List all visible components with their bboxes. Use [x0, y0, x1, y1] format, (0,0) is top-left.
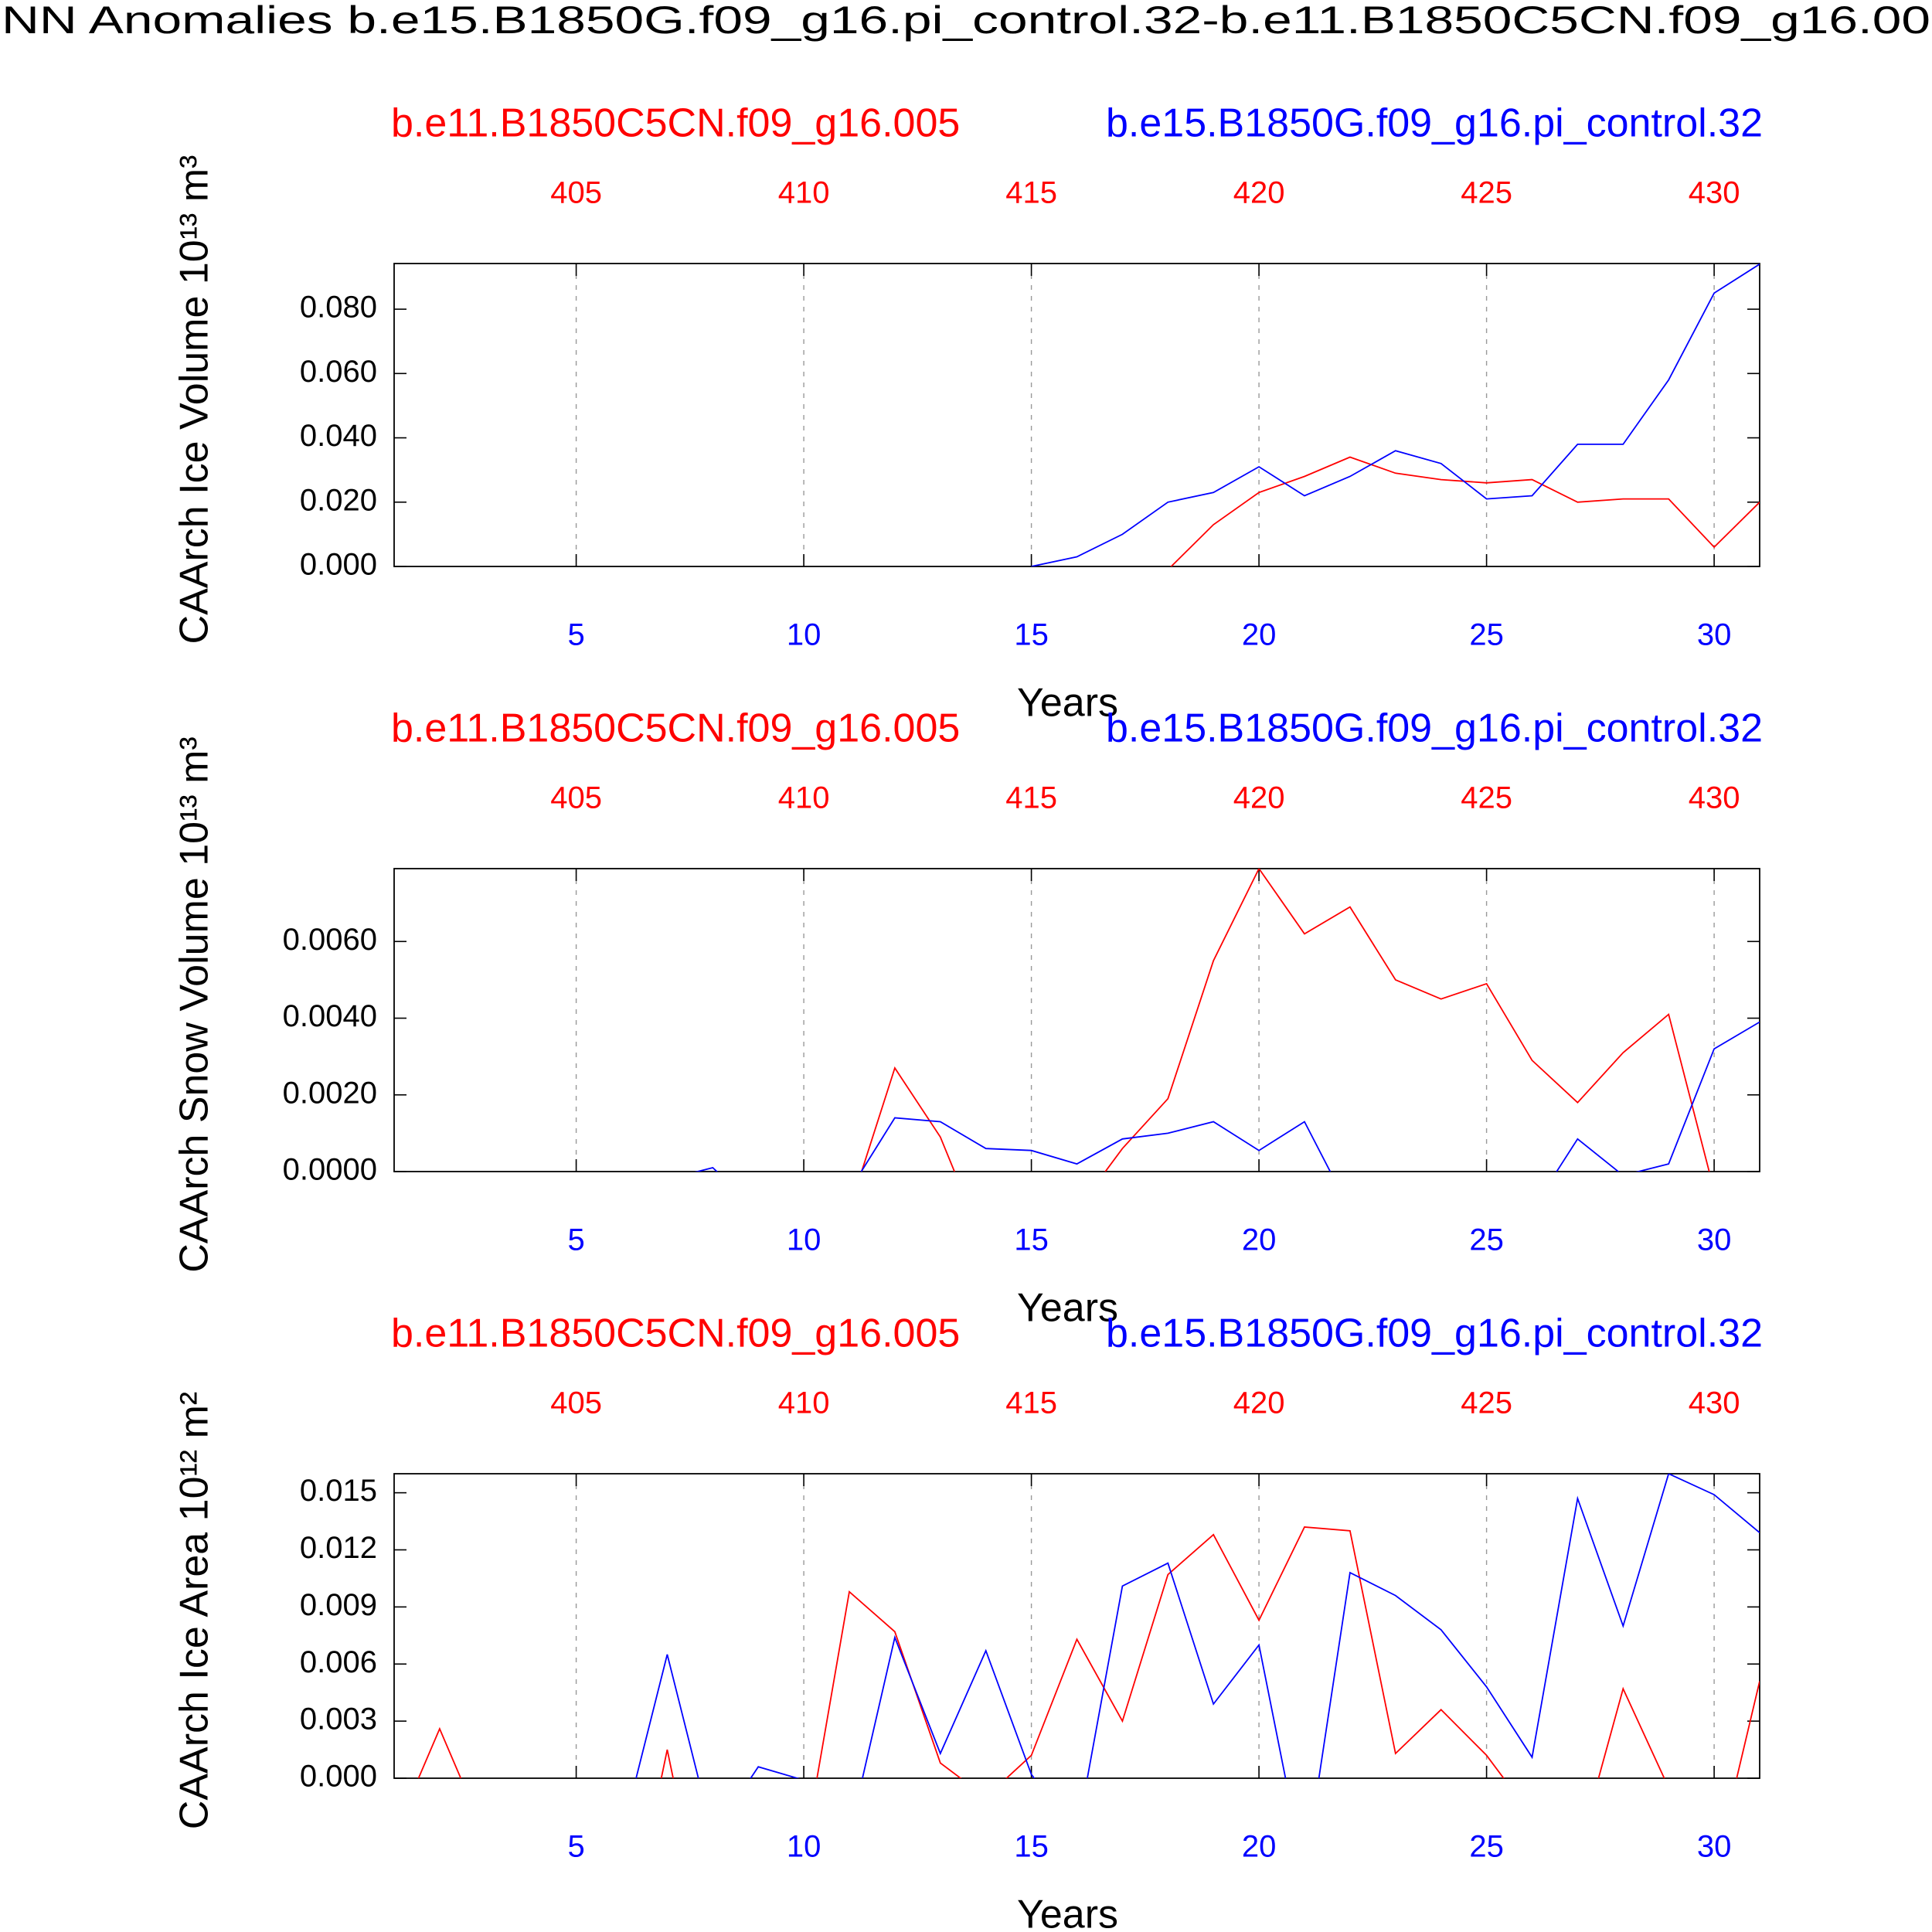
x-tick-label: 5: [567, 1223, 584, 1257]
y-tick-label: 0.015: [300, 1474, 377, 1508]
y-tick-label: 0.020: [300, 483, 377, 517]
y-tick-label: 0.009: [300, 1588, 377, 1622]
series-line: [860, 869, 1710, 1172]
y-tick-label: 0.0000: [283, 1153, 377, 1187]
y-tick-label: 0.080: [300, 291, 377, 325]
x2-tick-label: 430: [1689, 781, 1740, 815]
y-tick-label: 0.0040: [283, 999, 377, 1033]
legend-label: b.e11.B1850C5CN.f09_g16.005: [391, 101, 960, 146]
x2-tick-label: 410: [778, 176, 830, 210]
legend-label: b.e11.B1850C5CN.f09_g16.005: [391, 706, 960, 751]
y-axis-label: CAArch Snow Volume 10¹³ m³: [172, 736, 217, 1273]
x-tick-label: 15: [1014, 1830, 1049, 1864]
x-tick-label: 5: [567, 618, 584, 652]
y-tick-label: 0.040: [300, 419, 377, 453]
x-tick-label: 15: [1014, 1223, 1049, 1257]
y-tick-label: 0.006: [300, 1645, 377, 1679]
x-tick-label: 25: [1469, 1223, 1504, 1257]
x-tick-label: 10: [787, 1223, 821, 1257]
series-line: [1031, 264, 1760, 566]
y-tick-label: 0.000: [300, 1760, 377, 1794]
x2-tick-label: 405: [550, 1386, 602, 1420]
x2-tick-label: 420: [1233, 1386, 1285, 1420]
x2-tick-label: 430: [1689, 1386, 1740, 1420]
y-tick-label: 0.060: [300, 355, 377, 389]
series-line: [1170, 456, 1760, 566]
x-axis-label: Years: [1017, 1893, 1118, 1932]
x-tick-label: 25: [1469, 1830, 1504, 1864]
legend-label: b.e15.B1850G.f09_g16.pi_control.32: [1106, 101, 1763, 146]
legend-label: b.e11.B1850C5CN.f09_g16.005: [391, 1311, 960, 1356]
y-tick-label: 0.012: [300, 1531, 377, 1565]
y-tick-label: 0.0060: [283, 923, 377, 957]
x2-tick-label: 420: [1233, 781, 1285, 815]
x2-tick-label: 425: [1461, 1386, 1512, 1420]
x-tick-label: 30: [1697, 618, 1732, 652]
x-axis-label: Years: [1017, 1286, 1118, 1331]
x-tick-label: 25: [1469, 618, 1504, 652]
legend-label: b.e15.B1850G.f09_g16.pi_control.32: [1106, 706, 1763, 751]
y-tick-label: 0.003: [300, 1702, 377, 1736]
x-tick-label: 30: [1697, 1223, 1732, 1257]
x-tick-label: 20: [1242, 618, 1277, 652]
y-axis-label: CAArch Ice Area 10¹² m²: [172, 1392, 217, 1829]
x-tick-label: 30: [1697, 1830, 1732, 1864]
x2-tick-label: 415: [1005, 176, 1057, 210]
series-line: [417, 1526, 1760, 1778]
plot-frame: [393, 1473, 1760, 1779]
x2-tick-label: 425: [1461, 781, 1512, 815]
x2-tick-label: 415: [1005, 781, 1057, 815]
series-line: [694, 1021, 1760, 1172]
legend-label: b.e15.B1850G.f09_g16.pi_control.32: [1106, 1311, 1763, 1356]
figure-title: NN Anomalies b.e15.B1850G.f09_g16.pi_con…: [2, 0, 1930, 42]
x2-tick-label: 430: [1689, 176, 1740, 210]
y-tick-label: 0.000: [300, 548, 377, 582]
y-tick-label: 0.0020: [283, 1076, 377, 1110]
x-tick-label: 20: [1242, 1830, 1277, 1864]
x2-tick-label: 405: [550, 781, 602, 815]
x-tick-label: 5: [567, 1830, 584, 1864]
x-tick-label: 20: [1242, 1223, 1277, 1257]
x2-tick-label: 415: [1005, 1386, 1057, 1420]
y-axis-label: CAArch Ice Volume 10¹³ m³: [172, 155, 217, 645]
x2-tick-label: 410: [778, 781, 830, 815]
x2-tick-label: 405: [550, 176, 602, 210]
x2-tick-label: 420: [1233, 176, 1285, 210]
series-line: [635, 1474, 1760, 1778]
x2-tick-label: 425: [1461, 176, 1512, 210]
x-axis-label: Years: [1017, 681, 1118, 726]
x-tick-label: 10: [787, 618, 821, 652]
x-tick-label: 15: [1014, 618, 1049, 652]
plot-frame: [393, 868, 1760, 1172]
plot-frame: [393, 263, 1760, 567]
x-tick-label: 10: [787, 1830, 821, 1864]
x2-tick-label: 410: [778, 1386, 830, 1420]
